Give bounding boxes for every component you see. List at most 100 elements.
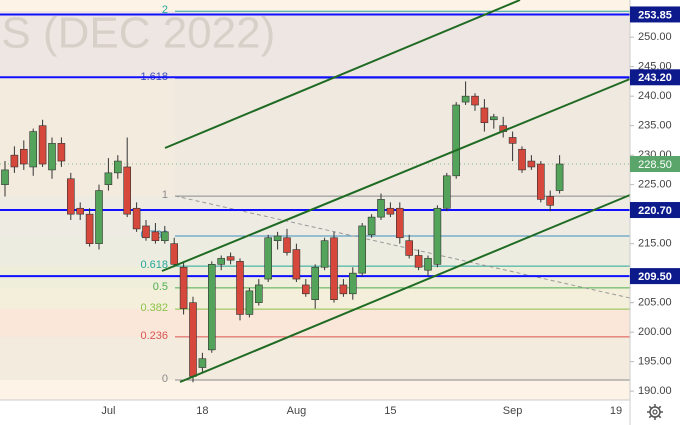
candle-body [442,175,451,209]
price-level-label: 253.85 [638,9,672,21]
fib-band [0,235,630,267]
candle-body [67,178,75,215]
candle-body [320,240,329,268]
candle-body [48,143,56,171]
price-level-box [630,6,680,23]
x-tick-label: 15 [384,405,396,417]
channel-middle [161,78,631,272]
fib-band [0,336,630,380]
candle-body [527,160,536,168]
y-tick-label: 225.00 [638,179,672,191]
last-price-label: 228.50 [638,159,672,171]
y-tick-label: 190.00 [638,385,672,397]
fib-label: 0.5 [153,281,168,293]
candle-body [283,237,291,253]
time-axis [0,400,630,425]
price-level-label: 220.70 [638,205,672,217]
price-level-label: 243.20 [638,72,672,84]
last-price-box [630,156,680,173]
candle-body [471,95,479,106]
y-tick-label: 195.00 [638,356,672,368]
price-level-label: 209.50 [638,271,672,283]
candle-body [198,358,207,368]
candle-body [38,125,47,165]
candle-body [76,207,84,215]
candle-body [339,284,348,295]
fib-label: 0.382 [140,302,168,314]
fib-label: 0.618 [140,259,168,271]
candle-body [311,266,320,301]
candle-body [189,302,197,377]
candle-body [424,258,432,271]
price-level-box [630,202,680,219]
candle-body [245,290,254,315]
y-tick-label: 240.00 [638,90,672,102]
candle-body [217,258,225,265]
candle-body [536,163,545,200]
candle-body [1,169,9,185]
candle-body [226,256,235,261]
x-tick-label: Jul [101,405,115,417]
candle-body [348,272,357,295]
candle-body [480,107,489,124]
price-level-box [630,268,680,285]
candle-body [395,207,404,239]
candle-body [123,166,131,215]
fib-band [0,11,630,79]
watermark: ES (DEC 2022) [0,9,275,58]
fib-zone [175,78,630,196]
channel-upper [164,0,521,149]
candle-body [508,137,517,144]
x-tick-label: Sep [503,405,523,417]
candle-body [142,225,150,239]
candle-body [414,255,423,268]
candle-body [452,104,461,177]
candle-body [132,207,141,230]
candle-body [85,213,94,244]
candle-body [358,225,367,274]
y-tick-label: 235.00 [638,120,672,132]
y-tick-label: 200.00 [638,326,672,338]
candle-body [151,231,160,242]
fib-label: 1 [162,189,168,201]
candle-body [489,116,498,121]
candle-body [95,190,103,244]
fib-band [0,196,630,236]
candle-body [301,284,310,295]
fib-label: 0.236 [140,330,168,342]
candle-body [330,237,338,301]
candle-body [292,249,301,280]
candle-body [29,131,38,168]
candle-body [255,284,263,303]
candle-body [461,95,470,103]
candle-body [367,216,376,236]
candle-body [208,264,216,351]
candle-body [236,261,244,315]
candle-body [57,143,66,162]
candle-body [546,196,555,206]
channel-lower [179,194,631,383]
candle-body [264,237,273,280]
settings-icon[interactable] [647,404,663,420]
fib-band [0,309,630,337]
candle-body [433,207,442,265]
candle-body [518,148,526,171]
x-tick-label: Aug [287,405,307,417]
fib-label: 2 [162,4,168,16]
plot-background [0,0,630,400]
x-tick-label: 19 [610,405,622,417]
candle-body [10,154,19,168]
fib-label: 0 [162,373,168,385]
candle-body [179,266,188,309]
candle-body [273,235,282,242]
candle-body [161,231,169,242]
candle-body [19,148,28,165]
y-tick-label: 250.00 [638,31,672,43]
x-tick-label: 18 [196,405,208,417]
price-level-box [630,69,680,86]
candle-body [170,243,178,265]
candle-body [114,160,122,174]
trend-dashed [174,195,631,299]
candle-body [555,163,564,191]
